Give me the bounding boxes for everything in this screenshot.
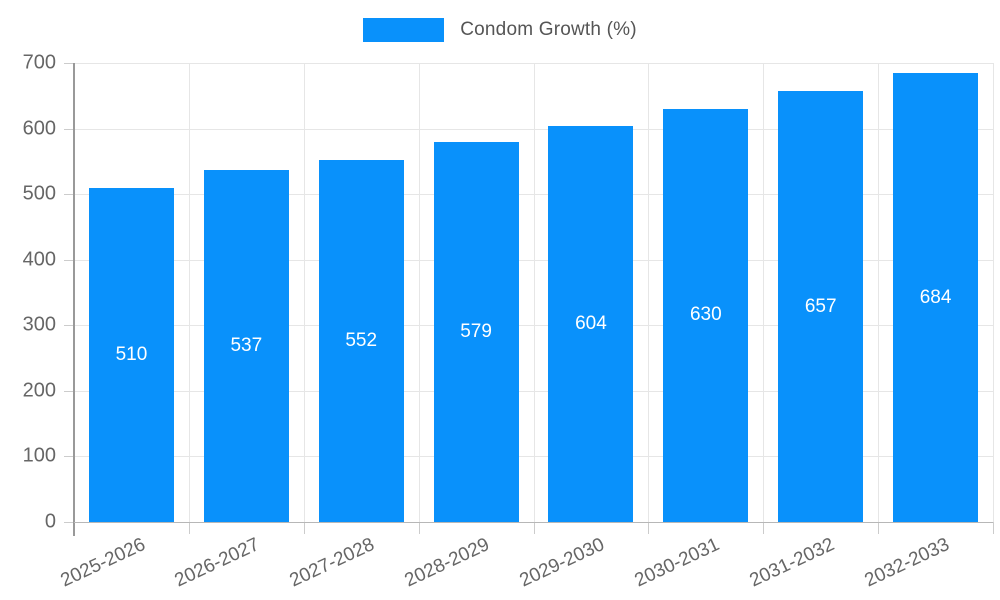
bar-value-label: 630 [689,304,722,326]
y-axis-tick [64,194,74,196]
y-axis-tick-label: 400 [22,248,56,271]
y-axis-tick-label: 600 [22,117,56,140]
x-axis-tick [418,522,420,534]
y-axis-tick-label: 0 [44,510,56,533]
y-axis-tick [64,128,74,130]
vertical-gridline [993,63,994,522]
vertical-gridline [648,63,650,522]
vertical-gridline [303,63,305,522]
vertical-gridline [188,63,190,522]
bar-value-label: 684 [919,286,952,308]
x-axis-tick [648,522,650,534]
vertical-gridline [418,63,420,522]
bar-2032-2033[interactable] [893,73,979,522]
bar-value-label: 537 [230,334,263,356]
chart-legend: Condom Growth (%) [0,18,1000,42]
x-axis-tick-label: 2029-2030 [516,534,608,592]
bar-2031-2032[interactable] [778,91,864,522]
bar-value-label: 510 [115,343,148,365]
bar-2028-2029[interactable] [433,142,519,522]
x-axis-tick-label: 2032-2033 [861,534,953,592]
y-axis-line [73,63,75,536]
vertical-gridline [878,63,880,522]
x-axis-tick [878,522,880,534]
x-axis-tick-label: 2026-2027 [171,534,264,592]
bar-value-label: 552 [345,330,378,352]
bar-2030-2031[interactable] [663,108,749,522]
legend-swatch-icon [363,18,445,42]
bar-2029-2030[interactable] [548,125,634,522]
x-axis-tick-label: 2025-2026 [57,534,149,592]
y-axis-tick [64,456,74,458]
x-axis-tick [303,522,305,534]
y-axis-tick [64,522,74,523]
y-axis-tick [64,390,74,392]
bar-value-label: 604 [575,312,607,334]
y-axis-tick-label: 300 [22,313,56,336]
bar-value-label: 657 [804,295,837,317]
x-axis-tick [763,522,765,534]
y-axis-tick [64,259,74,261]
bar-2025-2026[interactable] [88,187,174,522]
x-axis-tick-label: 2030-2031 [631,534,723,592]
y-axis-tick-label: 100 [22,444,56,467]
x-axis-tick [993,522,994,534]
vertical-gridline [763,63,765,522]
x-axis-tick [533,522,535,534]
y-axis-tick [64,63,74,64]
bar-value-label: 579 [460,321,492,343]
x-axis-tick-label: 2031-2032 [746,534,838,592]
y-axis-tick [64,325,74,327]
vertical-gridline [533,63,535,522]
bar-2026-2027[interactable] [203,169,289,522]
y-axis-tick-label: 500 [22,182,56,205]
bar-2027-2028[interactable] [318,160,404,522]
legend-series-label: Condom Growth (%) [460,19,637,40]
x-axis-tick-label: 2027-2028 [286,534,379,592]
y-axis-tick-label: 200 [22,379,56,402]
x-axis-tick [188,522,190,534]
x-axis-line [74,522,993,523]
y-axis-tick-label: 700 [22,51,56,74]
x-axis-tick-label: 2028-2029 [401,534,493,592]
